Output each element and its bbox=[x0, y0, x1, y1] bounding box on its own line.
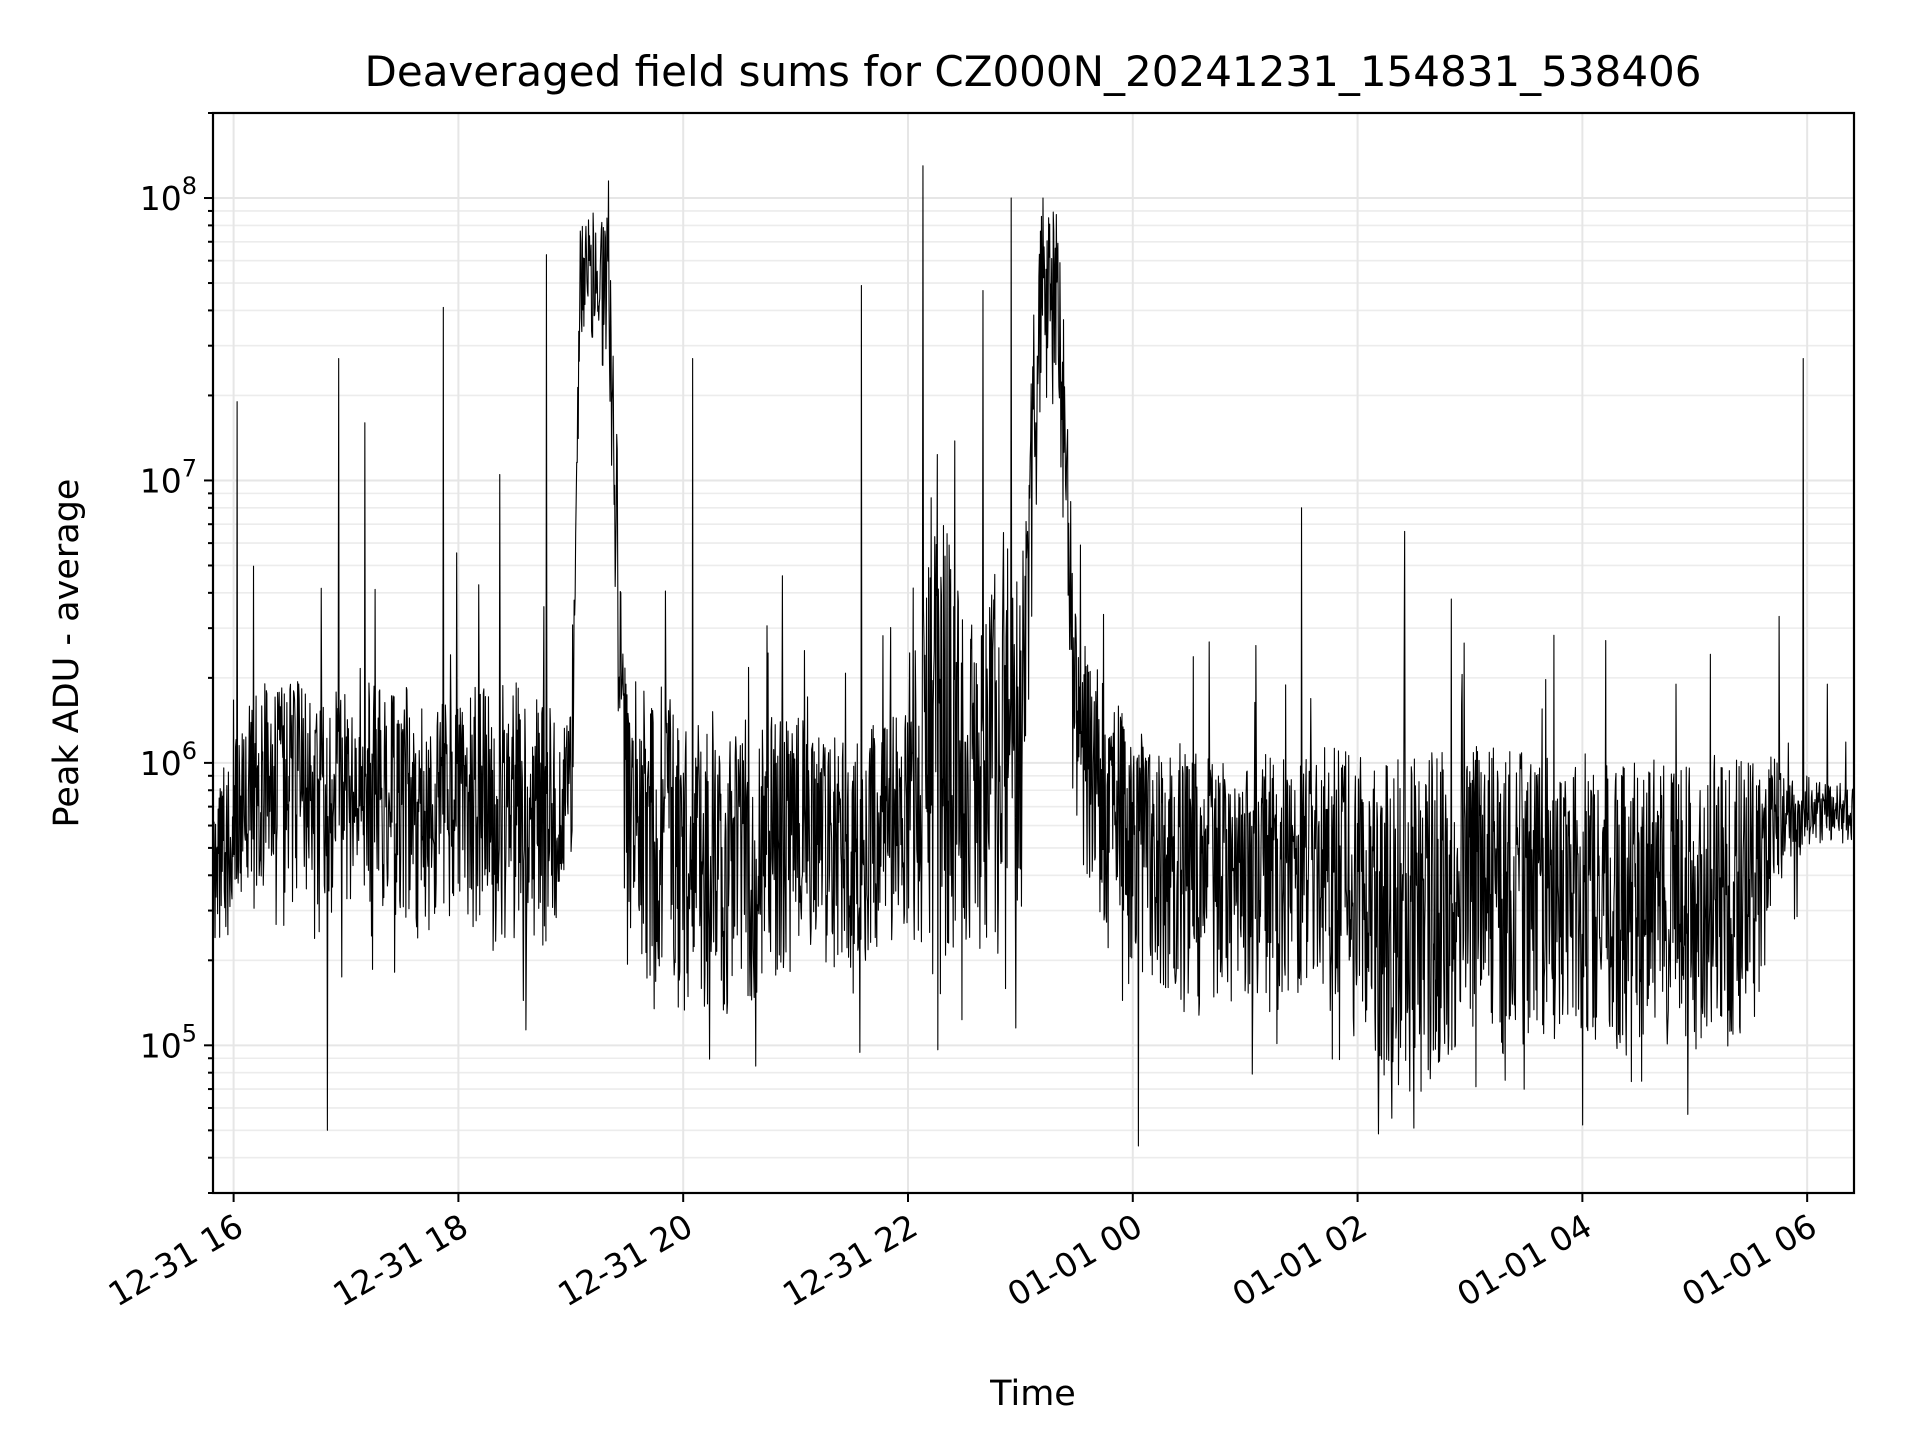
series-line bbox=[212, 165, 1855, 1147]
data-series bbox=[212, 165, 1855, 1147]
y-tick-label: 107 bbox=[140, 454, 197, 500]
y-tick-label: 108 bbox=[140, 172, 197, 218]
chart-title: Deaveraged field sums for CZ000N_2024123… bbox=[365, 47, 1702, 96]
x-axis-label: Time bbox=[989, 1374, 1076, 1414]
y-axis-label: Peak ADU - average bbox=[47, 479, 87, 828]
y-tick-label: 105 bbox=[140, 1019, 197, 1065]
plot-frame bbox=[211, 111, 1856, 1195]
y-tick-label: 106 bbox=[140, 737, 197, 783]
